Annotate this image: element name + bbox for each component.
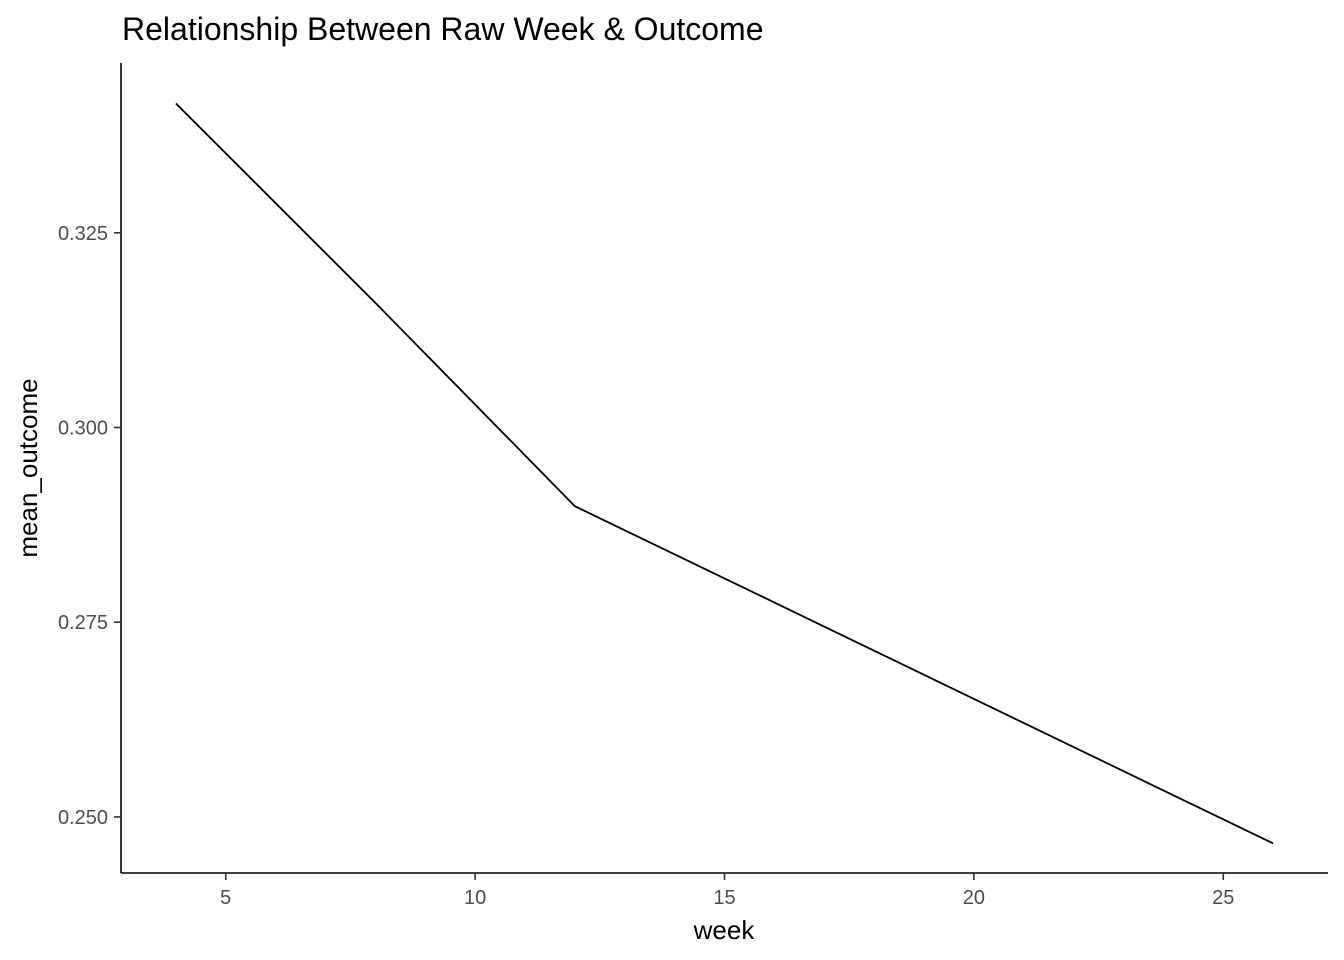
x-tick-label: 10 (464, 887, 486, 909)
y-tick-label: 0.300 (58, 418, 108, 440)
x-tick-label: 20 (963, 887, 985, 909)
x-tick-label: 25 (1212, 887, 1234, 909)
x-tick-label: 5 (220, 887, 231, 909)
y-ticks: 0.250 0.275 0.300 0.325 (58, 223, 121, 829)
y-tick-label: 0.250 (58, 807, 108, 829)
y-tick-label: 0.325 (58, 223, 108, 245)
x-tick-label: 15 (713, 887, 735, 909)
y-tick-label: 0.275 (58, 612, 108, 634)
series-line (175, 102, 1274, 845)
y-axis-title: mean_outcome (13, 378, 43, 557)
x-axis-title: week (693, 915, 756, 945)
series-layer (175, 102, 1274, 845)
chart-title: Relationship Between Raw Week & Outcome (122, 11, 764, 47)
x-ticks: 5 10 15 20 25 (220, 873, 1234, 909)
